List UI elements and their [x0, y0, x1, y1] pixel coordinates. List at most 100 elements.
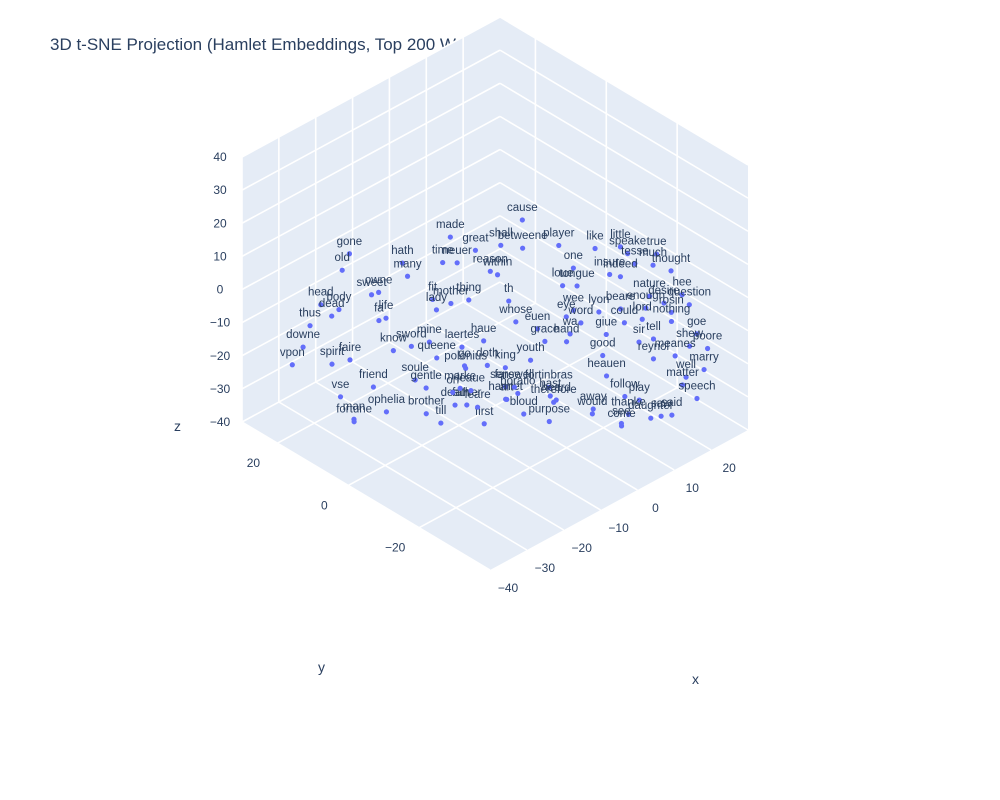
data-point[interactable]: [570, 265, 576, 271]
data-point[interactable]: [438, 420, 444, 426]
data-point[interactable]: [639, 316, 645, 322]
data-point[interactable]: [546, 418, 552, 425]
data-point[interactable]: [376, 289, 382, 295]
data-point[interactable]: [590, 406, 596, 412]
data-point[interactable]: [347, 357, 353, 363]
data-point[interactable]: [408, 343, 414, 349]
data-point[interactable]: [329, 313, 335, 319]
data-point[interactable]: [542, 338, 548, 344]
data-point[interactable]: [661, 300, 667, 306]
data-point[interactable]: [426, 339, 432, 345]
data-point[interactable]: [430, 296, 436, 302]
data-point[interactable]: [672, 353, 678, 359]
data-point[interactable]: [563, 314, 569, 320]
data-point[interactable]: [300, 344, 306, 350]
data-point[interactable]: [658, 413, 664, 419]
data-point[interactable]: [668, 318, 675, 325]
data-point[interactable]: [669, 412, 675, 418]
data-point[interactable]: [617, 274, 624, 280]
data-point[interactable]: [679, 292, 685, 298]
data-point[interactable]: [527, 357, 534, 363]
data-point[interactable]: [592, 245, 598, 252]
data-point[interactable]: [589, 411, 595, 417]
data-point[interactable]: [423, 411, 429, 417]
data-point[interactable]: [648, 415, 654, 421]
data-point[interactable]: [434, 355, 440, 361]
data-point[interactable]: [596, 309, 602, 315]
data-point[interactable]: [454, 260, 460, 266]
data-point[interactable]: [390, 348, 396, 354]
data-point[interactable]: [466, 297, 472, 303]
data-point[interactable]: [459, 344, 465, 350]
data-point[interactable]: [511, 384, 518, 390]
data-point[interactable]: [457, 385, 463, 391]
data-point[interactable]: [481, 338, 487, 344]
data-point[interactable]: [433, 307, 440, 313]
data-point[interactable]: [679, 382, 686, 388]
data-point[interactable]: [515, 390, 521, 397]
data-point[interactable]: [474, 404, 481, 410]
data-point[interactable]: [452, 402, 458, 408]
data-point[interactable]: [487, 268, 493, 274]
data-point[interactable]: [339, 267, 345, 273]
data-point[interactable]: [621, 320, 628, 326]
data-point[interactable]: [701, 366, 707, 373]
data-point[interactable]: [546, 384, 552, 391]
data-point[interactable]: [650, 356, 657, 362]
data-point[interactable]: [632, 261, 638, 267]
data-point[interactable]: [383, 315, 389, 321]
data-point[interactable]: [547, 393, 553, 399]
data-point[interactable]: [447, 234, 453, 240]
data-point[interactable]: [650, 336, 657, 342]
data-point[interactable]: [625, 250, 631, 257]
data-point[interactable]: [556, 242, 562, 249]
data-point[interactable]: [376, 317, 382, 324]
data-point[interactable]: [468, 388, 474, 394]
data-point[interactable]: [563, 339, 570, 345]
data-point[interactable]: [494, 272, 501, 278]
data-point[interactable]: [423, 385, 429, 391]
data-point[interactable]: [603, 373, 610, 379]
data-point[interactable]: [570, 307, 577, 313]
data-point[interactable]: [668, 309, 674, 315]
data-point[interactable]: [329, 361, 335, 367]
data-point[interactable]: [646, 293, 653, 299]
data-point[interactable]: [705, 345, 711, 352]
data-point[interactable]: [502, 365, 508, 371]
data-point[interactable]: [694, 395, 700, 402]
data-point[interactable]: [502, 384, 509, 390]
data-point[interactable]: [289, 362, 295, 368]
data-point[interactable]: [498, 242, 504, 248]
data-point[interactable]: [519, 217, 525, 223]
data-point[interactable]: [337, 394, 344, 400]
data-point[interactable]: [484, 362, 490, 368]
data-point[interactable]: [636, 339, 642, 345]
data-point[interactable]: [668, 268, 674, 274]
data-point[interactable]: [461, 363, 468, 369]
data-point[interactable]: [683, 374, 689, 380]
data-point[interactable]: [694, 331, 700, 337]
data-point[interactable]: [603, 331, 609, 338]
data-point[interactable]: [351, 419, 357, 425]
data-point[interactable]: [448, 300, 454, 307]
data-point[interactable]: [440, 259, 446, 266]
data-point[interactable]: [399, 260, 406, 266]
data-point[interactable]: [653, 251, 660, 257]
data-point[interactable]: [368, 292, 375, 298]
data-point[interactable]: [383, 409, 390, 415]
data-point[interactable]: [607, 271, 613, 278]
data-point[interactable]: [336, 306, 342, 313]
data-point[interactable]: [617, 306, 624, 312]
data-point[interactable]: [450, 389, 456, 395]
data-point[interactable]: [650, 262, 656, 268]
data-point[interactable]: [551, 399, 557, 405]
data-point[interactable]: [307, 323, 313, 329]
data-point[interactable]: [370, 384, 376, 390]
data-point[interactable]: [318, 302, 324, 308]
data-point[interactable]: [643, 305, 649, 311]
data-point[interactable]: [464, 402, 470, 408]
data-point[interactable]: [600, 352, 606, 359]
data-point[interactable]: [412, 377, 418, 383]
data-point[interactable]: [578, 320, 584, 326]
